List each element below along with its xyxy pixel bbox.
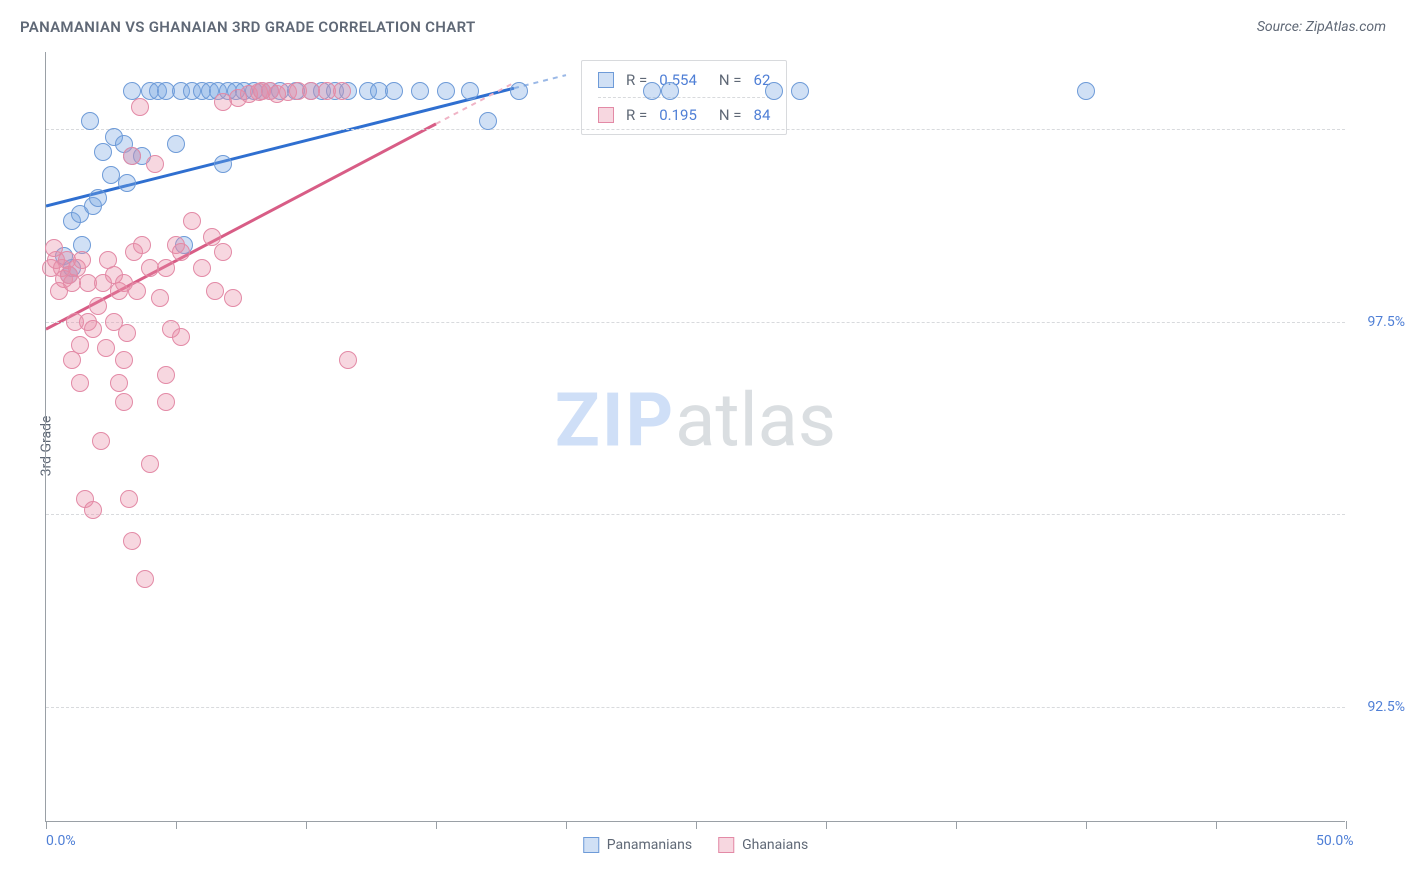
scatter-marker [157, 393, 175, 411]
scatter-marker [89, 297, 107, 315]
scatter-marker [123, 147, 141, 165]
scatter-marker [128, 282, 146, 300]
x-tick-label: 50.0% [1316, 833, 1354, 849]
legend-label: Ghanaians [742, 837, 808, 853]
scatter-marker [73, 251, 91, 269]
scatter-marker [157, 366, 175, 384]
scatter-marker [339, 351, 357, 369]
x-tick [1346, 821, 1347, 829]
scatter-marker [479, 112, 497, 130]
chart-source: Source: ZipAtlas.com [1257, 19, 1386, 35]
gridline-h [46, 514, 1345, 515]
scatter-marker [151, 289, 169, 307]
scatter-marker [110, 374, 128, 392]
scatter-marker [214, 155, 232, 173]
scatter-marker [123, 532, 141, 550]
scatter-marker [510, 82, 528, 100]
x-tick [956, 821, 957, 829]
scatter-marker [146, 155, 164, 173]
watermark: ZIPatlas [555, 378, 836, 465]
scatter-marker [118, 174, 136, 192]
x-tick-label: 0.0% [46, 833, 76, 849]
legend-swatch [718, 837, 734, 853]
scatter-marker [131, 98, 149, 116]
scatter-marker [791, 82, 809, 100]
scatter-marker [167, 135, 185, 153]
x-tick [306, 821, 307, 829]
scatter-marker [461, 82, 479, 100]
scatter-marker [214, 243, 232, 261]
scatter-marker [172, 243, 190, 261]
plot-area: ZIPatlas R =0.554N =62R =0.195N =84 Pana… [45, 52, 1345, 822]
x-tick [46, 821, 47, 829]
legend-swatch [598, 107, 614, 123]
x-tick [436, 821, 437, 829]
x-tick [696, 821, 697, 829]
legend-swatch [598, 72, 614, 88]
stats-row: R =0.554N =62 [598, 67, 770, 98]
scatter-marker [411, 82, 429, 100]
scatter-marker [92, 432, 110, 450]
scatter-marker [63, 351, 81, 369]
scatter-marker [437, 82, 455, 100]
legend-bottom: Panamanians Ghanaians [583, 837, 809, 853]
watermark-zip: ZIP [555, 378, 675, 465]
y-tick-label: 92.5% [1367, 699, 1405, 715]
scatter-marker [385, 82, 403, 100]
scatter-marker [141, 455, 159, 473]
stats-r-label: R = [626, 106, 647, 124]
gridline-h [46, 129, 1345, 130]
scatter-marker [643, 82, 661, 100]
stats-legend-box: R =0.554N =62 R = 0.195 N = 84 [581, 60, 787, 135]
chart-title: PANAMANIAN VS GHANAIAN 3RD GRADE CORRELA… [20, 18, 475, 36]
stats-row: R = 0.195 N = 84 [598, 102, 770, 128]
scatter-marker [97, 339, 115, 357]
scatter-marker [133, 236, 151, 254]
x-tick [176, 821, 177, 829]
legend-item: Panamanians [583, 837, 692, 853]
x-tick [566, 821, 567, 829]
chart-header: PANAMANIAN VS GHANAIAN 3RD GRADE CORRELA… [20, 18, 1386, 36]
x-tick [1086, 821, 1087, 829]
scatter-marker [115, 351, 133, 369]
stats-r-value: 0.195 [659, 106, 697, 124]
scatter-marker [765, 82, 783, 100]
gridline-h [46, 322, 1345, 323]
scatter-marker [71, 374, 89, 392]
scatter-marker [206, 282, 224, 300]
scatter-marker [661, 82, 679, 100]
scatter-marker [1077, 82, 1095, 100]
scatter-marker [193, 259, 211, 277]
x-tick [826, 821, 827, 829]
gridline-h [46, 707, 1345, 708]
y-tick-label: 97.5% [1367, 314, 1405, 330]
stats-n-value: 84 [754, 106, 771, 124]
stats-n-label: N = [719, 71, 742, 89]
scatter-marker [84, 320, 102, 338]
legend-swatch [583, 837, 599, 853]
legend-item: Ghanaians [718, 837, 808, 853]
watermark-atlas: atlas [675, 378, 836, 465]
scatter-marker [224, 289, 242, 307]
scatter-marker [120, 490, 138, 508]
scatter-marker [123, 82, 141, 100]
scatter-marker [118, 324, 136, 342]
scatter-marker [89, 189, 107, 207]
scatter-marker [333, 82, 351, 100]
scatter-marker [136, 570, 154, 588]
scatter-marker [81, 112, 99, 130]
legend-label: Panamanians [607, 837, 692, 853]
scatter-marker [172, 328, 190, 346]
scatter-marker [115, 393, 133, 411]
scatter-marker [183, 212, 201, 230]
x-tick [1216, 821, 1217, 829]
scatter-marker [157, 259, 175, 277]
chart-container: PANAMANIAN VS GHANAIAN 3RD GRADE CORRELA… [0, 0, 1406, 892]
stats-n-label: N = [719, 106, 742, 124]
scatter-marker [94, 143, 112, 161]
scatter-marker [84, 501, 102, 519]
scatter-marker [45, 239, 63, 257]
